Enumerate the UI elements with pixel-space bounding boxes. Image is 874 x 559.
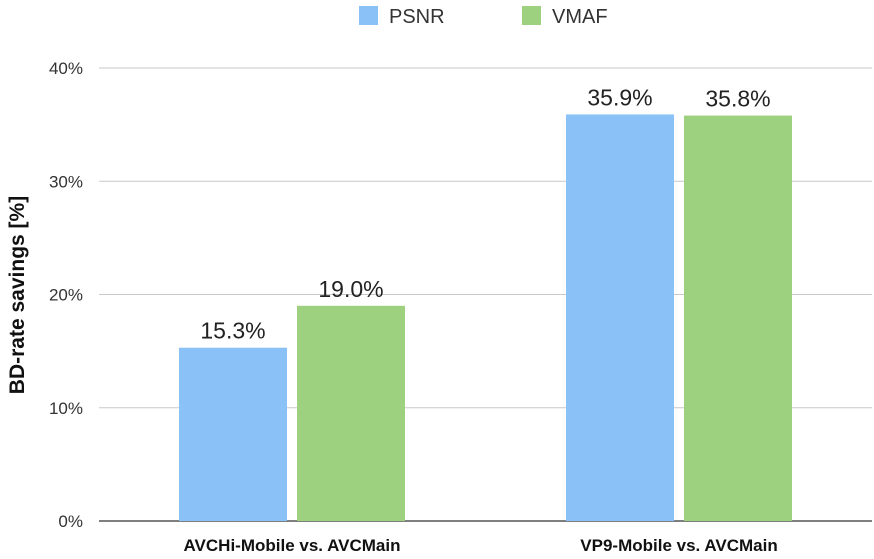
data-labels: 15.3% 19.0% 35.9% 35.8% <box>200 84 770 343</box>
y-tick-label: 0% <box>58 512 83 531</box>
y-tick-label: 40% <box>49 59 83 78</box>
y-tick-label: 30% <box>49 172 83 191</box>
bar-psnr-1 <box>179 347 287 521</box>
legend: PSNR VMAF <box>359 6 608 28</box>
x-category-label: AVCHi-Mobile vs. AVCMain <box>184 536 401 554</box>
x-axis-categories: AVCHi-Mobile vs. AVCMain VP9-Mobile vs. A… <box>184 536 778 555</box>
bar-vmaf-1 <box>297 305 405 521</box>
legend-label-psnr: PSNR <box>389 6 445 28</box>
bar-vmaf-2 <box>684 115 792 521</box>
bars <box>179 114 792 522</box>
data-label-vmaf-1: 19.0% <box>318 276 383 302</box>
x-category-label: VP9-Mobile vs. AVCMain <box>580 536 777 554</box>
bar-psnr-2 <box>566 114 674 522</box>
y-tick-label: 20% <box>49 286 83 305</box>
legend-label-vmaf: VMAF <box>552 6 608 28</box>
y-tick-label: 10% <box>49 399 83 418</box>
data-label-psnr-1: 15.3% <box>200 318 265 344</box>
y-axis-title: BD-rate savings [%] <box>6 196 29 394</box>
data-label-vmaf-2: 35.8% <box>705 86 770 112</box>
legend-swatch-vmaf <box>522 6 541 25</box>
legend-swatch-psnr <box>359 6 378 25</box>
y-axis-ticks: 0% 10% 20% 30% 40% <box>49 59 83 531</box>
data-label-psnr-2: 35.9% <box>587 84 652 110</box>
